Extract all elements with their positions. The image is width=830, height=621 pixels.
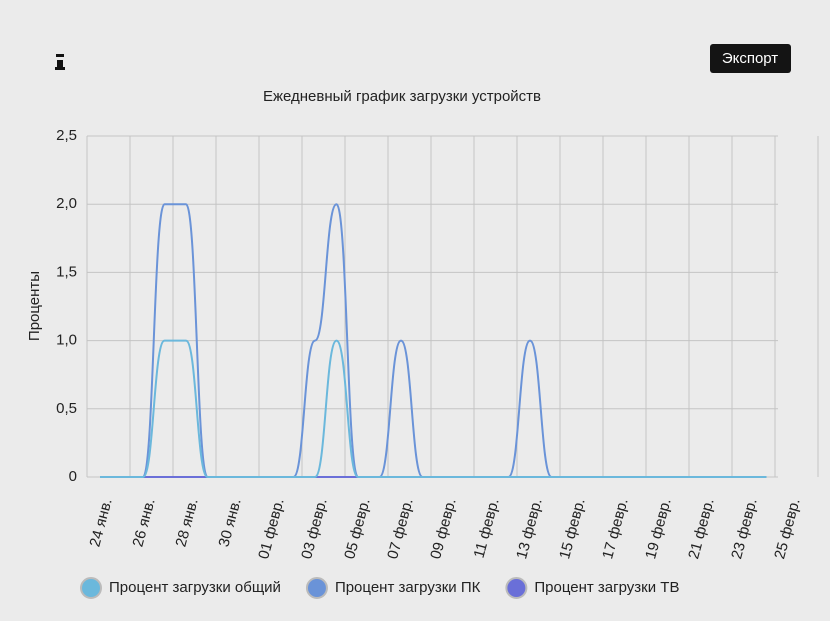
legend-item[interactable]: Процент загрузки общий [80, 577, 281, 599]
x-tick-label: 30 янв. [215, 497, 244, 549]
x-tick-label: 17 февр. [599, 497, 631, 561]
y-tick-label: 2,5 [56, 127, 77, 144]
legend-swatch [305, 577, 328, 599]
y-tick-label: 0 [69, 468, 77, 485]
export-label[interactable]: Экспорт [722, 50, 778, 67]
legend-label: Процент загрузки ТВ [534, 579, 679, 596]
x-tick-label: 26 янв. [129, 497, 158, 549]
export-button[interactable]: Экспорт [710, 44, 791, 73]
legend-swatch [80, 577, 102, 599]
x-tick-label: 09 февр. [427, 497, 459, 561]
y-tick-label: 1,5 [56, 263, 77, 280]
y-axis-label: Проценты [26, 271, 43, 341]
x-tick-label: 07 февр. [384, 497, 416, 561]
y-tick-label: 0,5 [56, 400, 77, 417]
legend-label: Процент загрузки ПК [335, 579, 481, 596]
x-tick-label: 28 янв. [172, 497, 201, 549]
x-tick-label: 23 февр. [728, 497, 760, 561]
legend-item[interactable]: Процент загрузки ПК [305, 577, 481, 599]
x-tick-label: 13 февр. [513, 497, 545, 561]
x-tick-label: 21 февр. [685, 497, 717, 561]
x-tick-label: 11 февр. [471, 497, 503, 560]
x-tick-label: 15 февр. [556, 497, 588, 561]
legend-swatch [505, 577, 528, 599]
x-tick-label: 03 февр. [298, 497, 330, 561]
y-tick-label: 2,0 [56, 195, 77, 212]
x-tick-label: 05 февр. [341, 497, 373, 561]
x-tick-label: 01 февр. [255, 497, 287, 561]
x-tick-label: 24 янв. [86, 497, 115, 549]
chart-title: Ежедневный график загрузки устройств [263, 88, 541, 105]
info-icon[interactable] [55, 54, 65, 70]
series-line [100, 339, 767, 479]
legend-label: Процент загрузки общий [109, 579, 281, 596]
x-tick-label: 19 февр. [642, 497, 674, 561]
x-tick-label: 25 февр. [771, 497, 803, 561]
legend-item[interactable]: Процент загрузки ТВ [505, 577, 679, 599]
y-tick-label: 1,0 [56, 332, 77, 349]
